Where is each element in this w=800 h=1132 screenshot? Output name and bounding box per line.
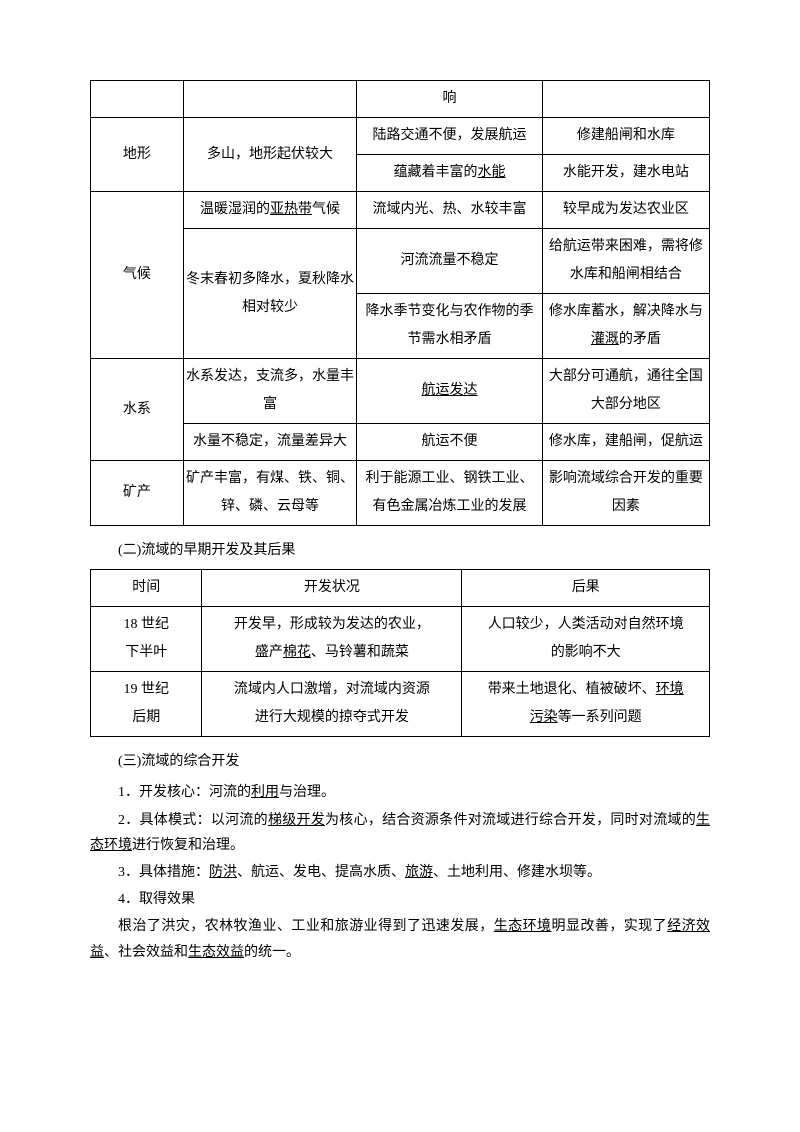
table-cell: 开发早，形成较为发达的农业，盛产棉花、马铃薯和蔬菜 — [202, 607, 462, 672]
table-cell: 修建船闸和水库 — [542, 118, 709, 155]
table-cell: 水系发达，支流多，水量丰富 — [183, 359, 356, 424]
table-cell: 修水库，建船闸，促航运 — [542, 424, 709, 461]
table-cell: 温暖湿润的亚热带气候 — [183, 192, 356, 229]
paragraph: 根治了洪灾，农林牧渔业、工业和旅游业得到了迅速发展，生态环境明显改善，实现了经济… — [90, 914, 710, 964]
table-cell: 18 世纪下半叶 — [91, 607, 202, 672]
table-cell: 较早成为发达农业区 — [542, 192, 709, 229]
table-cell: 航运发达 — [357, 359, 543, 424]
table-cell: 流域内光、热、水较丰富 — [357, 192, 543, 229]
table-cell: 水系 — [91, 359, 184, 461]
geography-factors-table: 响 地形 多山，地形起伏较大 陆路交通不便，发展航运 修建船闸和水库 蕴藏着丰富… — [90, 80, 710, 526]
table-header: 开发状况 — [202, 570, 462, 607]
table-cell: 降水季节变化与农作物的季节需水相矛盾 — [357, 294, 543, 359]
table-cell: 地形 — [91, 118, 184, 192]
table-cell: 响 — [357, 81, 543, 118]
table-header: 时间 — [91, 570, 202, 607]
table-cell: 河流流量不稳定 — [357, 229, 543, 294]
table-cell: 修水库蓄水，解决降水与灌溉的矛盾 — [542, 294, 709, 359]
table-cell: 给航运带来困难，需将修水库和船闸相结合 — [542, 229, 709, 294]
table-cell — [183, 81, 356, 118]
table-cell: 冬末春初多降水，夏秋降水相对较少 — [183, 229, 356, 359]
table-header: 后果 — [462, 570, 710, 607]
table-cell: 矿产丰富，有煤、铁、铜、锌、磷、云母等 — [183, 461, 356, 526]
section-2-title: (二)流域的早期开发及其后果 — [90, 538, 710, 563]
table-cell: 影响流域综合开发的重要因素 — [542, 461, 709, 526]
table-cell: 大部分可通航，通往全国大部分地区 — [542, 359, 709, 424]
table-cell: 水能开发，建水电站 — [542, 155, 709, 192]
table-cell: 水量不稳定，流量差异大 — [183, 424, 356, 461]
table-cell: 航运不便 — [357, 424, 543, 461]
paragraph: 2．具体模式：以河流的梯级开发为核心，结合资源条件对流域进行综合开发，同时对流域… — [90, 808, 710, 858]
paragraph: 3．具体措施：防洪、航运、发电、提高水质、旅游、土地利用、修建水坝等。 — [90, 860, 710, 885]
table-cell — [542, 81, 709, 118]
table-cell: 利于能源工业、钢铁工业、有色金属冶炼工业的发展 — [357, 461, 543, 526]
table-cell: 19 世纪后期 — [91, 672, 202, 737]
table-cell: 陆路交通不便，发展航运 — [357, 118, 543, 155]
table-cell: 矿产 — [91, 461, 184, 526]
table-cell: 气候 — [91, 192, 184, 359]
table-cell: 流域内人口激增，对流域内资源进行大规模的掠夺式开发 — [202, 672, 462, 737]
paragraph: 4．取得效果 — [90, 887, 710, 912]
table-cell: 人口较少，人类活动对自然环境的影响不大 — [462, 607, 710, 672]
table-cell — [91, 81, 184, 118]
table-cell: 蕴藏着丰富的水能 — [357, 155, 543, 192]
table-cell: 多山，地形起伏较大 — [183, 118, 356, 192]
paragraph: 1．开发核心：河流的利用与治理。 — [90, 780, 710, 805]
early-development-table: 时间 开发状况 后果 18 世纪下半叶 开发早，形成较为发达的农业，盛产棉花、马… — [90, 569, 710, 737]
table-cell: 带来土地退化、植被破坏、环境污染等一系列问题 — [462, 672, 710, 737]
section-3-title: (三)流域的综合开发 — [90, 749, 710, 774]
